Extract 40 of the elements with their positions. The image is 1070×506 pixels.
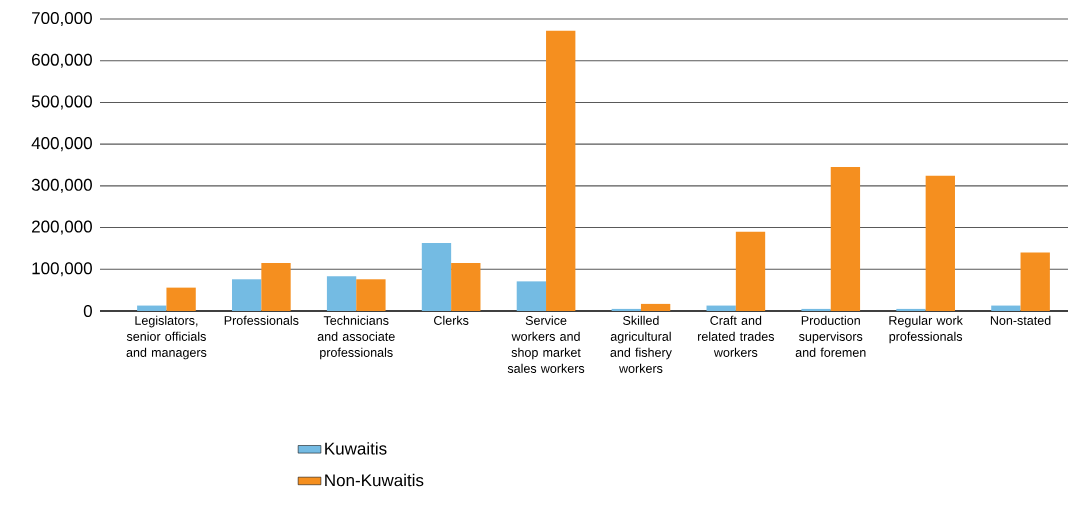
x-tick-label: Production supervisors and foremen [795,315,866,357]
y-tick-label: 300,000 [31,178,92,193]
x-tick-label: Professionals [224,315,299,325]
x-tick-label: Clerks [434,315,469,325]
bar [326,276,357,311]
bar [261,263,291,311]
bar [611,308,641,311]
y-tick-label: 100,000 [32,262,92,277]
x-tick-label: Technicians and associate professionals [317,315,395,360]
bar [546,30,576,311]
y-tick-label: 200,000 [32,220,92,235]
bar [925,175,955,311]
bar [232,279,262,311]
x-tick-label: Non-stated [990,315,1051,325]
y-tick-label: 600,000 [32,53,92,68]
bar [640,303,671,311]
legend-label: Kuwaitis [325,442,387,455]
x-tick-label: Skilled agricultural and fishery workers [610,315,672,373]
x-tick-label: Legislators, senior officials and managers [126,315,207,360]
bar [451,263,481,311]
y-tick-label: 0 [83,304,92,318]
y-tick-label: 700,000 [32,11,92,27]
bar [801,308,831,311]
bar [896,308,926,311]
bar [137,305,167,311]
legend-label: Non-Kuwaitis [325,473,424,487]
x-tick-label: Craft and related trades workers [698,315,775,357]
bar [706,305,736,311]
x-tick-label: Regular work professionals [889,315,963,344]
bar [516,281,547,311]
bar [356,279,386,311]
bar [166,287,196,311]
bar [991,305,1021,311]
bar [735,231,766,311]
bar [421,243,452,311]
x-tick-label: Service workers and shop market sales workers [507,315,585,373]
y-tick-label: 500,000 [31,95,92,110]
bar [1020,252,1050,311]
bar [830,167,861,311]
y-tick-label: 400,000 [31,137,92,152]
